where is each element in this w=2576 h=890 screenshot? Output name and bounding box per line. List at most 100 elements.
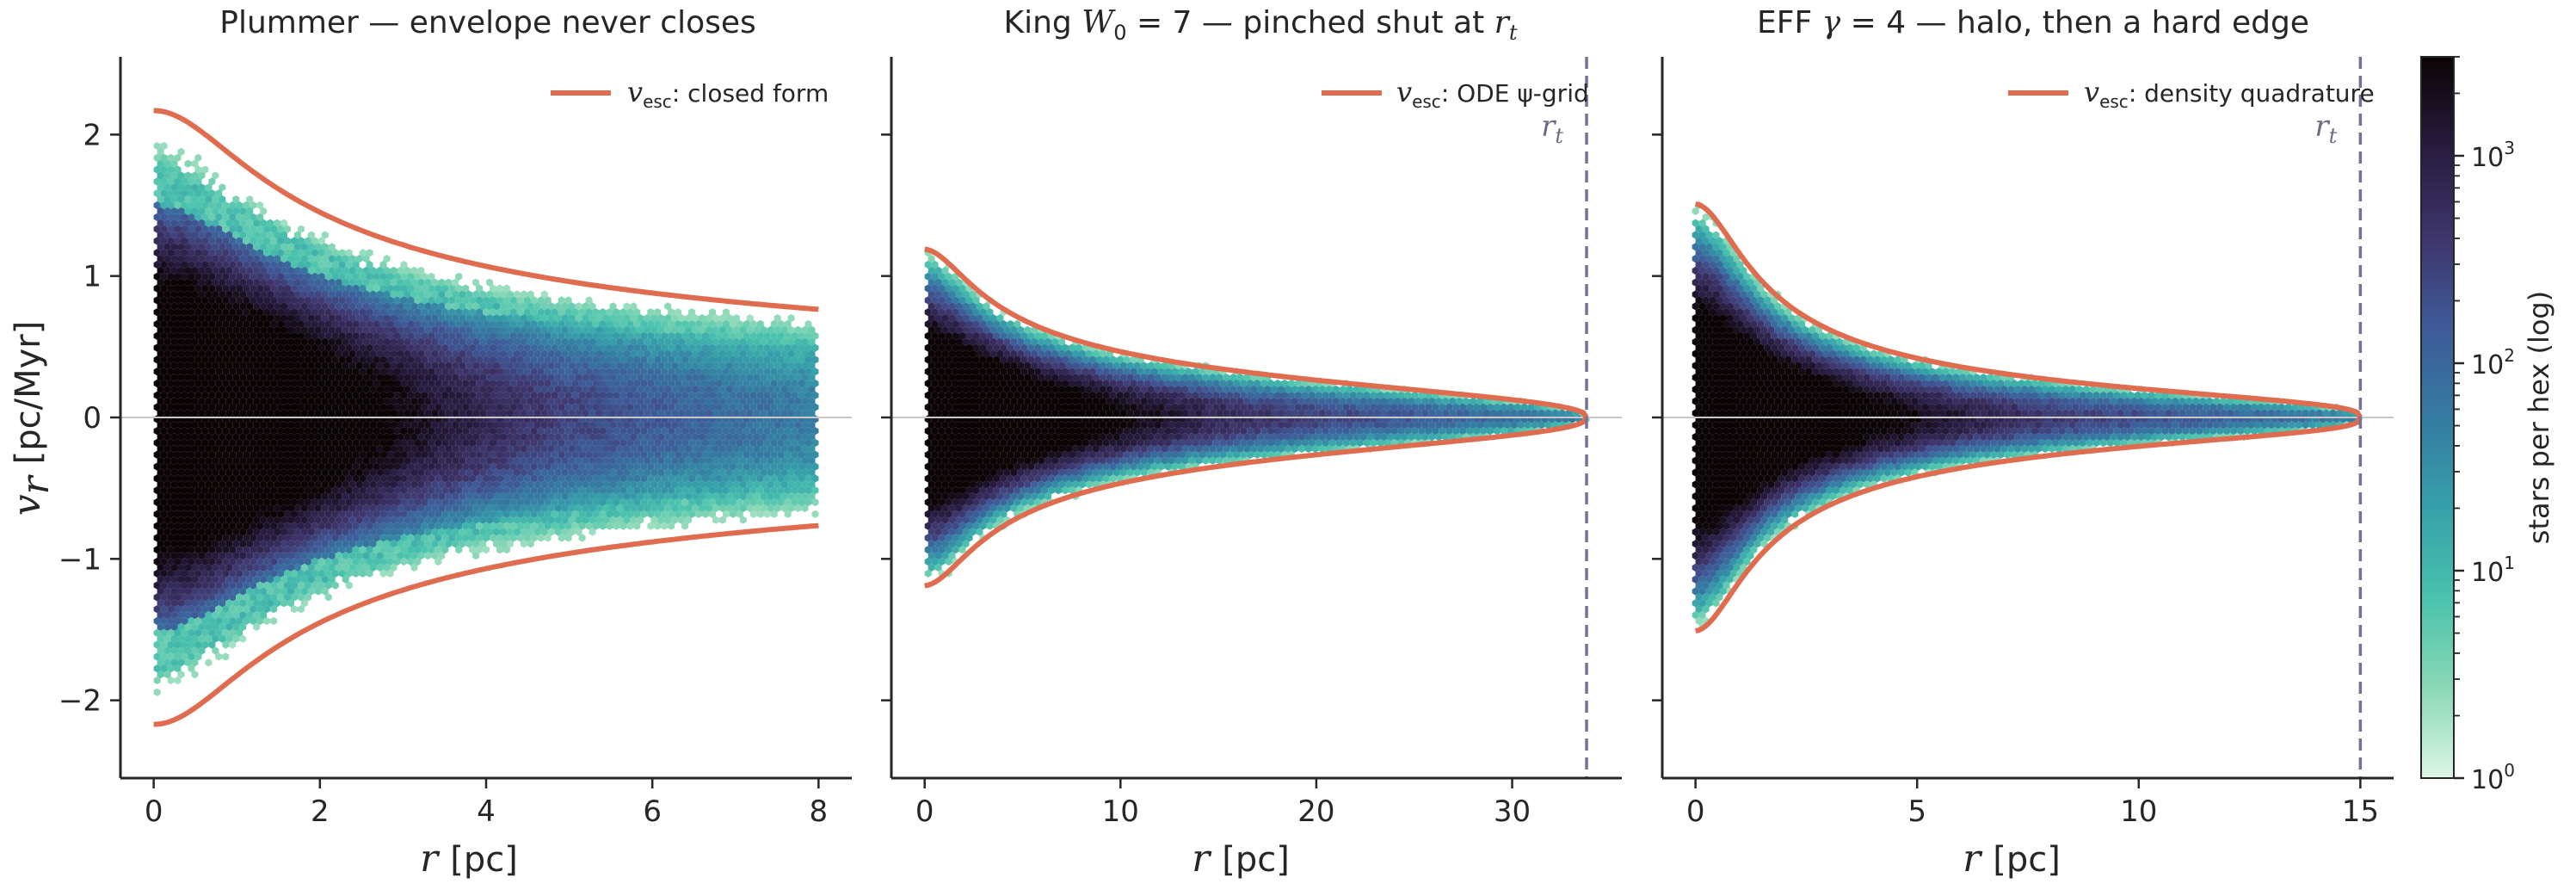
hex-bin bbox=[263, 260, 271, 269]
hex-bin bbox=[167, 177, 175, 186]
hex-bin bbox=[274, 314, 280, 323]
hex-bin bbox=[253, 243, 261, 251]
hex-bin bbox=[291, 249, 298, 257]
hex-bin bbox=[561, 325, 569, 334]
hex-bin bbox=[352, 379, 360, 388]
hex-bin bbox=[736, 379, 743, 388]
hex-bin bbox=[153, 260, 161, 269]
hex-bin bbox=[181, 189, 188, 198]
hex-bin bbox=[331, 355, 339, 364]
hex-bin bbox=[592, 308, 600, 317]
hex-bin bbox=[284, 225, 291, 233]
hex-bin bbox=[784, 379, 792, 388]
hex-bin bbox=[410, 266, 418, 275]
hex-bin bbox=[445, 290, 453, 299]
hex-bin bbox=[695, 355, 702, 364]
hex-bin bbox=[709, 343, 716, 352]
hex-bin bbox=[287, 362, 294, 370]
hex-bin bbox=[191, 397, 199, 405]
hex-bin bbox=[376, 302, 384, 311]
hex-bin bbox=[469, 331, 477, 340]
hex-bin bbox=[386, 355, 394, 364]
hex-bin bbox=[595, 385, 603, 393]
hex-bin bbox=[791, 379, 798, 388]
chart-title: King W0 = 7 — pinched shut at rt bbox=[1003, 5, 1517, 45]
hex-bin bbox=[160, 319, 168, 329]
hex-bin bbox=[236, 237, 243, 245]
hex-bin bbox=[324, 272, 332, 281]
hex-bin bbox=[222, 368, 230, 376]
hex-bin bbox=[760, 362, 767, 370]
hex-bin bbox=[725, 325, 733, 334]
hex-bin bbox=[702, 331, 709, 340]
hex-bin bbox=[191, 349, 199, 358]
hex-bin bbox=[212, 397, 219, 405]
hex-bin bbox=[174, 189, 182, 198]
hex-bin bbox=[177, 397, 185, 405]
hex-bin bbox=[554, 337, 562, 346]
hex-bin bbox=[767, 337, 774, 346]
hex-bin bbox=[369, 362, 377, 370]
hex-bin bbox=[157, 290, 164, 299]
hex-bin bbox=[404, 337, 411, 346]
hex-bin bbox=[215, 331, 223, 340]
hex-bin bbox=[291, 284, 298, 293]
hex-bin bbox=[277, 331, 284, 340]
hex-bin bbox=[490, 368, 496, 376]
hex-bin bbox=[383, 255, 391, 263]
hex-bin bbox=[400, 284, 408, 293]
hex-bin bbox=[243, 379, 250, 388]
hex-bin bbox=[263, 368, 271, 376]
hex-bin bbox=[331, 331, 339, 340]
hex-bin bbox=[736, 391, 743, 399]
hex-bin bbox=[516, 319, 524, 329]
hex-bin bbox=[493, 337, 500, 346]
hex-bin bbox=[250, 343, 257, 352]
hex-bin bbox=[554, 349, 562, 358]
hex-bin bbox=[507, 374, 514, 382]
hex-bin bbox=[544, 391, 552, 399]
hex-bin bbox=[404, 325, 411, 334]
hex-bin bbox=[379, 308, 387, 317]
hex-bin bbox=[729, 343, 736, 352]
hex-bin bbox=[585, 379, 593, 388]
hex-bin bbox=[177, 147, 185, 156]
hex-bin bbox=[181, 272, 188, 281]
hex-bin bbox=[338, 343, 346, 352]
hex-bin bbox=[773, 374, 781, 382]
y-axis-label: vr[pc/Myr] bbox=[5, 321, 58, 516]
hex-bin bbox=[561, 349, 569, 358]
hex-bin bbox=[335, 325, 342, 334]
hex-bin bbox=[311, 331, 318, 340]
hex-bin bbox=[188, 260, 195, 269]
hex-bin bbox=[153, 308, 161, 317]
hex-bin bbox=[366, 379, 373, 388]
hex-bin bbox=[589, 385, 596, 393]
hex-bin bbox=[225, 337, 233, 346]
hex-bin bbox=[300, 243, 308, 251]
hex-bin bbox=[256, 355, 264, 364]
hex-bin bbox=[157, 266, 164, 275]
hex-bin bbox=[253, 397, 261, 405]
hex-bin bbox=[191, 362, 199, 370]
hex-bin bbox=[455, 368, 463, 376]
hex-bin bbox=[300, 362, 308, 370]
hex-bin bbox=[201, 165, 209, 174]
hex-bin bbox=[194, 225, 202, 233]
hex-bin bbox=[321, 278, 329, 287]
hex-bin bbox=[335, 337, 342, 346]
hex-bin bbox=[280, 278, 287, 287]
hex-bin bbox=[787, 374, 795, 382]
hex-bin bbox=[270, 237, 278, 245]
hex-bin bbox=[699, 385, 706, 393]
hex-bin bbox=[314, 337, 322, 346]
hex-bin bbox=[421, 308, 428, 317]
hex-bin bbox=[533, 374, 541, 382]
hex-bin bbox=[205, 385, 213, 393]
hex-bin bbox=[808, 349, 816, 358]
hex-bin bbox=[564, 308, 572, 317]
hex-bin bbox=[212, 349, 219, 358]
hex-bin bbox=[692, 314, 699, 323]
hex-bin bbox=[300, 337, 308, 346]
hex-bin bbox=[640, 331, 648, 340]
